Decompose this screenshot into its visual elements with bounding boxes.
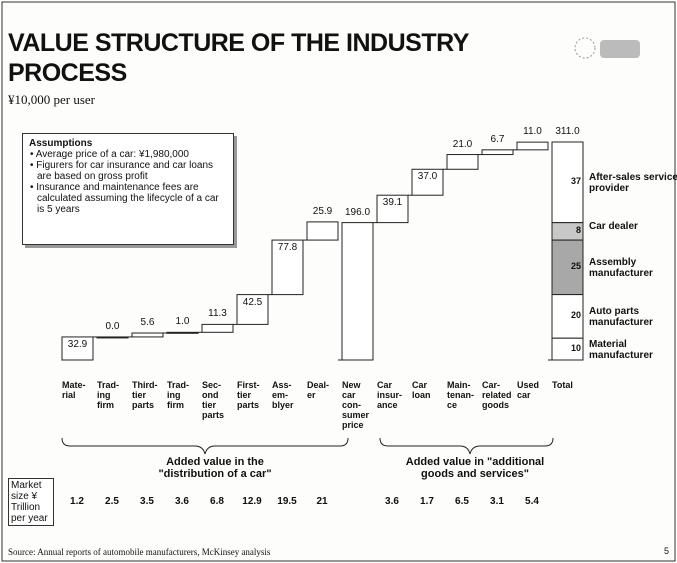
category-label: Total	[552, 380, 573, 390]
title: VALUE STRUCTURE OF THE INDUSTRY PROCESS	[8, 29, 469, 87]
category-label: Third- tier parts	[132, 380, 158, 410]
bar	[446, 154, 479, 170]
subtitle: ¥10,000 per user	[8, 92, 96, 107]
category-label: Mate- rial	[62, 380, 86, 400]
bar	[166, 331, 199, 334]
bar	[61, 336, 94, 361]
segment-value: 20	[570, 310, 581, 321]
segment-value: 37	[570, 176, 581, 187]
bar	[481, 149, 514, 156]
value-label: 32.9	[67, 338, 88, 350]
stack-segment	[551, 239, 584, 296]
segment-value: 25	[570, 261, 581, 272]
assumption: • Average price of a car: ¥1,980,000	[30, 149, 189, 160]
category-label: Deal- er	[307, 380, 330, 400]
segment-value: 8	[575, 225, 581, 236]
bar	[201, 323, 234, 333]
value-label: 5.6	[140, 317, 155, 328]
stack-segment	[551, 337, 584, 361]
market-size-value: 5.4	[525, 496, 539, 507]
assumption-text: Average price of a car: ¥1,980,000	[35, 149, 189, 160]
value-label: 6.7	[490, 133, 505, 145]
group-label: Added value in the "distribution of a ca…	[158, 456, 272, 480]
page-number: 5	[664, 546, 670, 556]
market-size-value: 2.5	[105, 496, 119, 507]
category-label: Main- tenan- ce	[447, 380, 474, 410]
bar	[131, 332, 164, 338]
brace-distribution	[61, 437, 349, 455]
market-size-value: 6.5	[455, 496, 469, 507]
market-size-value: 1.2	[70, 496, 84, 507]
category-label: First- tier parts	[237, 380, 260, 410]
source: Source: Annual reports of automobile man…	[8, 547, 271, 557]
category-label: Trad- ing firm	[167, 380, 190, 410]
value-label: 39.1	[382, 197, 403, 209]
assumption: • Figurers for car insurance and car loa…	[30, 160, 214, 182]
group-label: Added value in "additional goods and ser…	[405, 456, 545, 480]
bar	[411, 168, 444, 196]
value-label: 196.0	[344, 206, 371, 218]
segment-value: 10	[570, 343, 581, 354]
logo	[574, 37, 640, 59]
value-label: 0.0	[105, 320, 120, 332]
bar	[306, 221, 339, 241]
category-label: Used car	[517, 380, 540, 400]
value-label: 1.0	[175, 316, 190, 328]
assumptions-heading: Assumptions	[29, 138, 93, 149]
market-size-value: 12.9	[242, 496, 262, 507]
value-label: 21.0	[452, 138, 473, 150]
market-size-value: 19.5	[277, 496, 297, 507]
brace-additional	[379, 437, 554, 455]
bar	[96, 336, 129, 339]
market-size-value: 21	[316, 496, 328, 507]
market-size-value: 1.7	[420, 496, 434, 507]
assumption: • Insurance and maintenance fees are cal…	[30, 182, 219, 215]
segment-name: Auto parts manufacturer	[589, 306, 653, 329]
category-label: Sec- ond tier parts	[202, 380, 225, 420]
category-label: Ass- em-blyer	[272, 380, 294, 410]
category-label: New car con- sumer price	[342, 380, 370, 430]
market-size-value: 3.6	[175, 496, 189, 507]
category-label: Car insur- ance	[377, 380, 403, 410]
assumptions-box: Assumptions • Average price of a car: ¥1…	[22, 133, 234, 245]
segment-name: Material manufacturer	[589, 339, 653, 362]
stack-segment	[551, 294, 584, 339]
segment-name: Car dealer	[589, 221, 638, 233]
bar	[271, 239, 304, 296]
value-label: 77.8	[277, 242, 298, 254]
bar	[236, 294, 269, 325]
bar	[516, 141, 549, 151]
market-size-value: 3.5	[140, 496, 154, 507]
category-label: Trad- ing firm	[97, 380, 120, 410]
value-label: 11.0	[523, 126, 542, 138]
market-size-value: 6.8	[210, 496, 224, 507]
market-size-value: 3.1	[490, 496, 504, 507]
value-label: 311.0	[555, 126, 580, 137]
value-label: 42.5	[242, 296, 263, 308]
value-label: 11.3	[208, 308, 227, 320]
market-size-value: 3.6	[385, 496, 399, 507]
market-size-label: Market size ¥ Trillion per year	[8, 478, 54, 526]
category-label: Car- related goods	[482, 380, 512, 410]
bar	[341, 222, 374, 361]
segment-name: Assembly manufacturer	[589, 257, 653, 280]
value-label: 37.0	[417, 171, 438, 183]
assumption-text: Figurers for car insurance and car loans…	[36, 160, 214, 182]
category-label: Car loan	[412, 380, 431, 400]
assumption-text: Insurance and maintenance fees are calcu…	[36, 182, 219, 215]
segment-name: After-sales service provider	[589, 172, 677, 195]
value-label: 25.9	[312, 205, 333, 217]
bar	[376, 194, 409, 224]
